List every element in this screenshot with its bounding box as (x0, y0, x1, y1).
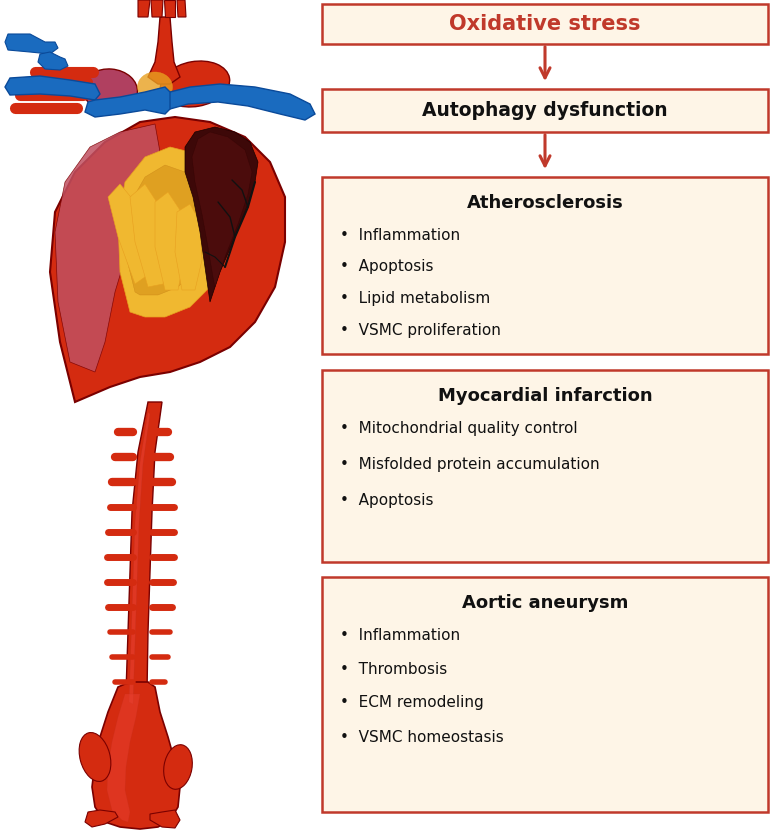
Polygon shape (5, 34, 58, 54)
Polygon shape (118, 147, 230, 317)
Polygon shape (85, 87, 170, 117)
Bar (322, 177, 768, 354)
Ellipse shape (83, 69, 138, 111)
Text: •  Inflammation: • Inflammation (340, 627, 460, 642)
Text: •  VSMC proliferation: • VSMC proliferation (340, 324, 501, 339)
Polygon shape (192, 132, 252, 287)
Text: •  Apoptosis: • Apoptosis (340, 260, 433, 275)
Ellipse shape (160, 61, 230, 107)
Polygon shape (164, 0, 175, 17)
Bar (322, 4, 768, 44)
Text: •  Inflammation: • Inflammation (340, 227, 460, 242)
Text: •  Thrombosis: • Thrombosis (340, 661, 447, 676)
Text: •  Apoptosis: • Apoptosis (340, 493, 433, 508)
Text: •  ECM remodeling: • ECM remodeling (340, 696, 484, 711)
Polygon shape (50, 117, 285, 402)
Polygon shape (175, 204, 202, 290)
Polygon shape (138, 0, 150, 17)
Polygon shape (165, 84, 315, 120)
Text: Aortic aneurysm: Aortic aneurysm (462, 594, 628, 612)
Polygon shape (107, 694, 140, 822)
Bar (322, 89, 768, 132)
Polygon shape (129, 412, 150, 704)
Polygon shape (185, 127, 258, 302)
Polygon shape (55, 124, 160, 372)
Polygon shape (38, 52, 68, 70)
Polygon shape (108, 184, 148, 284)
Polygon shape (130, 184, 168, 287)
Text: •  Lipid metabolism: • Lipid metabolism (340, 291, 490, 306)
Text: •  VSMC homeostasis: • VSMC homeostasis (340, 730, 504, 745)
Polygon shape (155, 192, 185, 290)
Text: Oxidative stress: Oxidative stress (449, 14, 641, 34)
Text: Atherosclerosis: Atherosclerosis (467, 194, 623, 212)
Bar (322, 370, 768, 562)
Polygon shape (125, 402, 162, 754)
Polygon shape (148, 17, 180, 84)
Ellipse shape (163, 745, 192, 790)
Polygon shape (150, 810, 180, 828)
Polygon shape (5, 76, 100, 100)
Polygon shape (177, 0, 186, 17)
Text: •  Misfolded protein accumulation: • Misfolded protein accumulation (340, 457, 600, 472)
Polygon shape (125, 165, 208, 295)
Polygon shape (151, 0, 163, 17)
Bar (322, 577, 768, 812)
Text: •  Mitochondrial quality control: • Mitochondrial quality control (340, 420, 577, 435)
Polygon shape (92, 682, 180, 829)
Text: Myocardial infarction: Myocardial infarction (437, 387, 652, 405)
Text: Autophagy dysfunction: Autophagy dysfunction (422, 101, 668, 120)
Ellipse shape (138, 72, 173, 102)
Ellipse shape (79, 732, 111, 781)
Polygon shape (85, 810, 118, 827)
